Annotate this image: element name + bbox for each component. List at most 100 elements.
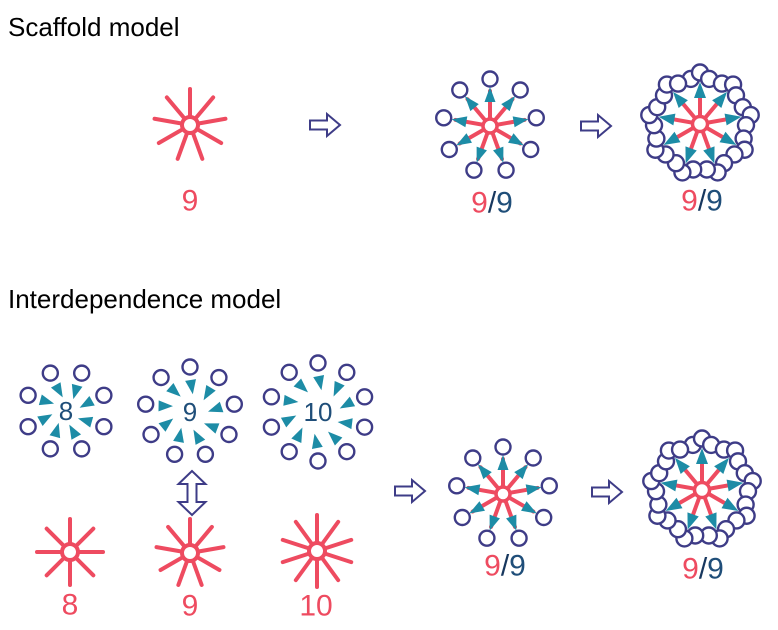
subunit-circle [41, 440, 60, 458]
hub-circle [494, 485, 512, 503]
subunit-circle [435, 109, 453, 127]
recruitment-arrowhead-icon [675, 457, 690, 474]
subunit-circle [196, 445, 215, 463]
recruitment-arrowhead-icon [173, 427, 184, 443]
label-template-count: 9 [182, 185, 199, 218]
subunit-ring-8: 8 [19, 364, 113, 458]
subunit-circle [136, 395, 155, 413]
subunit-circle [95, 386, 113, 405]
recruitment-arrowhead-icon [283, 394, 299, 406]
hub-circle [180, 543, 200, 563]
hub-circle [690, 114, 710, 134]
recruitment-arrowhead-icon [291, 427, 303, 444]
recruitment-arrowhead-icon [469, 501, 485, 514]
recruitment-arrowhead-icon [658, 113, 676, 126]
ring-count-label: 8 [59, 396, 73, 426]
recruitment-arrowhead-icon [489, 514, 500, 531]
label-scaffold-final: 9/9 [681, 185, 723, 218]
recruitment-arrowhead-icon [712, 91, 727, 108]
subunit-circle [481, 70, 499, 88]
interdependence-final-9-9 [642, 429, 762, 548]
subunit-circle [670, 440, 690, 459]
label-scaffold-intermediate: 9/9 [471, 187, 513, 220]
recruitment-arrowhead-icon [726, 479, 744, 492]
subunit-circle [540, 477, 558, 495]
recruitment-arrowhead-icon [673, 91, 688, 108]
subunit-circle [524, 449, 542, 467]
block-arrow-right-icon [309, 111, 342, 139]
subunit-circle [338, 442, 356, 461]
subunit-circle [494, 438, 512, 456]
label-star-10: 10 [299, 590, 332, 623]
subunit-circle [309, 452, 327, 470]
recruitment-arrowhead-icon [451, 116, 468, 128]
scaffold-step-arrow-2 [580, 112, 613, 140]
subunit-circle [465, 161, 483, 179]
recruitment-arrowhead-icon [337, 418, 353, 430]
subunit-circle [72, 440, 91, 458]
recruitment-arrowhead-icon [512, 116, 529, 128]
recruitment-arrowhead-icon [464, 96, 479, 112]
recruitment-arrowhead-icon [521, 501, 537, 514]
subunit-circle [142, 425, 160, 444]
subunit-ring-10: 10 [262, 354, 374, 470]
hub-circle [692, 480, 712, 500]
scaffold-model-title: Scaffold model [8, 12, 180, 42]
recruitment-arrowhead-icon [193, 429, 206, 445]
recruitment-arrowhead-icon [79, 395, 95, 408]
recruitment-arrowhead-icon [501, 96, 516, 112]
subunit-circle [448, 477, 466, 495]
recruitment-arrowhead-icon [660, 479, 678, 492]
interdependence-step-arrow-1 [394, 477, 427, 505]
recruitment-arrowhead-icon [665, 497, 683, 511]
subunit-circle [453, 508, 471, 527]
recruitment-arrowhead-icon [721, 497, 739, 511]
subunit-circle [309, 354, 327, 372]
recruitment-arrowhead-icon [497, 455, 509, 470]
subunit-circle [478, 529, 496, 547]
subunit-circle [262, 418, 281, 436]
subunit-circle [152, 368, 170, 387]
recruitment-arrowhead-icon [696, 448, 708, 464]
subunit-circle [225, 395, 244, 413]
subunit-circle [165, 445, 184, 463]
subunit-circle [440, 140, 458, 159]
recruitment-arrowhead-icon [158, 418, 174, 432]
scaffold-star-10 [280, 513, 354, 589]
scaffold-step-arrow-1 [309, 111, 342, 139]
recruitment-arrowhead-icon [685, 146, 697, 164]
label-star-9: 9 [182, 590, 199, 623]
label-interdependence-intermediate: 9/9 [484, 550, 526, 583]
recruitment-arrowhead-icon [166, 382, 181, 397]
recruitment-arrowhead-icon [703, 146, 715, 164]
subunit-circle [181, 358, 199, 376]
subunit-circle [72, 364, 91, 382]
recruitment-arrowhead-icon [464, 484, 481, 496]
hub-circle [180, 115, 200, 135]
subunit-circle [355, 418, 374, 436]
recruitment-arrowhead-icon [694, 82, 706, 98]
recruitment-arrowhead-icon [158, 400, 173, 412]
recruitment-arrowhead-icon [69, 424, 82, 440]
ring-count-label: 10 [304, 397, 333, 427]
subunit-circle [280, 363, 298, 382]
recruitment-arrowhead-icon [185, 379, 196, 395]
subunit-circle [451, 81, 469, 99]
recruitment-arrowhead-icon [714, 457, 729, 474]
recruitment-arrowhead-icon [663, 131, 681, 145]
scaffold-intermediate-assembly-9-9 [435, 70, 545, 179]
scaffold-template-star-9 [152, 87, 228, 161]
recruitment-arrowhead-icon [37, 414, 53, 427]
label-interdependence-final: 9/9 [682, 553, 724, 586]
subunit-circle [220, 425, 238, 444]
recruitment-arrowhead-icon [311, 433, 323, 450]
recruitment-arrowhead-icon [705, 512, 717, 530]
ring-count-label: 9 [183, 397, 197, 427]
block-arrow-updown-icon [176, 469, 208, 517]
interdependence-step-arrow-2 [591, 478, 624, 506]
subunit-circle [535, 508, 553, 527]
label-star-8: 8 [62, 589, 79, 622]
recruitment-arrowhead-icon [333, 380, 345, 397]
